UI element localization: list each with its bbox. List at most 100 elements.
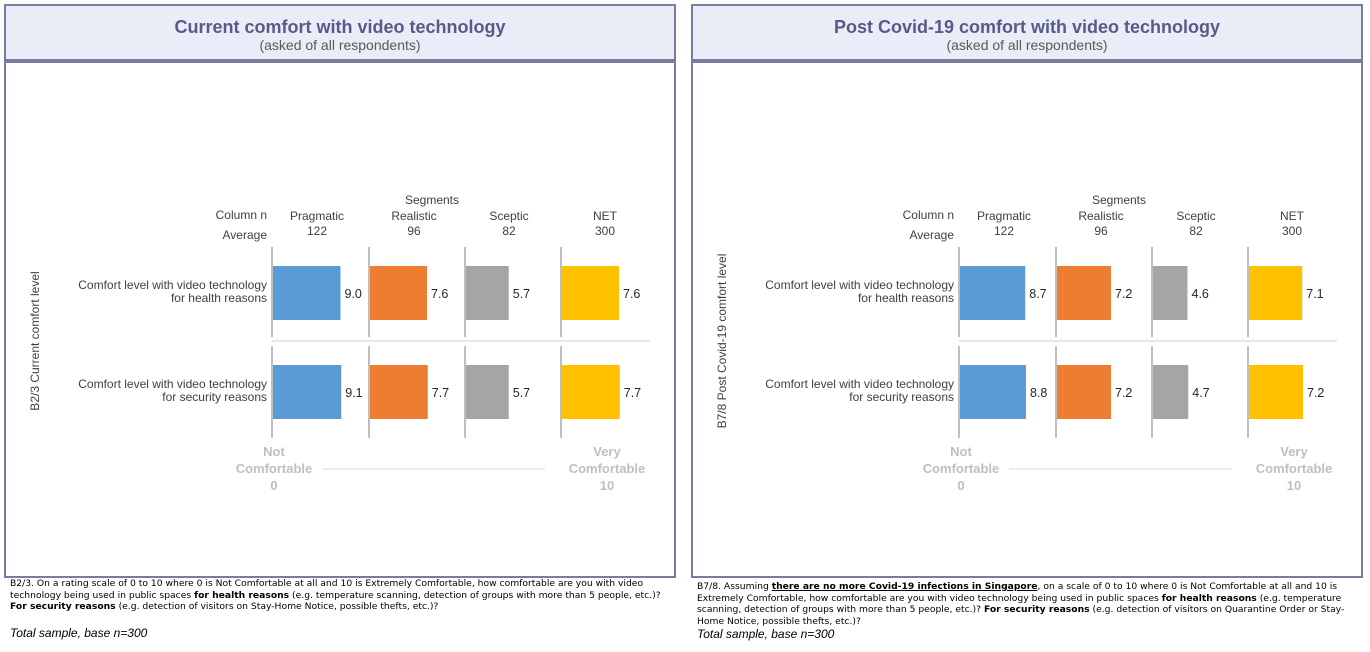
series-n: 300 xyxy=(1282,224,1302,238)
series-n: 96 xyxy=(1094,224,1108,238)
series-n: 96 xyxy=(407,224,421,238)
value-label: 7.6 xyxy=(431,287,448,301)
question-part: For security reasons xyxy=(983,604,1090,615)
value-label: 4.6 xyxy=(1192,287,1209,301)
scale-max-label: Very xyxy=(593,444,621,459)
value-label: 7.7 xyxy=(624,386,641,400)
question-part: On a rating scale of 0 to 10 where 0 is … xyxy=(10,578,644,601)
row-header-column-n: Column n xyxy=(216,208,267,222)
question-code: B2/3. xyxy=(10,578,35,589)
bar-sceptic xyxy=(1153,266,1188,320)
row-header-average: Average xyxy=(910,228,955,242)
value-label: 9.1 xyxy=(345,386,362,400)
bar-net xyxy=(562,266,619,320)
series-name: Realistic xyxy=(1078,209,1123,223)
bar-sceptic xyxy=(466,266,509,320)
question-text: B2/3. On a rating scale of 0 to 10 where… xyxy=(10,578,670,613)
panel-title: Post Covid-19 comfort with video technol… xyxy=(833,17,1221,37)
panel-subtitle: (asked of all respondents) xyxy=(259,37,421,53)
bar-pragmatic xyxy=(960,266,1026,320)
bar-pragmatic xyxy=(273,266,341,320)
value-label: 7.6 xyxy=(623,287,640,301)
question-text: B7/8. Assuming there are no more Covid-1… xyxy=(697,581,1357,627)
scale-min-label: 0 xyxy=(270,478,277,493)
series-n: 82 xyxy=(502,224,516,238)
bar-pragmatic xyxy=(273,365,342,419)
bar-pragmatic xyxy=(960,365,1026,419)
question-part: For security reasons xyxy=(10,601,116,612)
row-header-column-n: Column n xyxy=(903,208,954,222)
scale-max-label: Comfortable xyxy=(569,461,646,476)
panel-subtitle: (asked of all respondents) xyxy=(946,37,1108,53)
bar-sceptic xyxy=(466,365,509,419)
question-part: for health reasons xyxy=(1161,592,1257,604)
scale-min-label: Not xyxy=(263,444,285,459)
value-label: 7.2 xyxy=(1115,386,1132,400)
panel-title: Current comfort with video technology xyxy=(174,17,506,37)
category-label: Comfort level with video technology xyxy=(78,377,267,391)
scale-min-label: 0 xyxy=(957,478,964,493)
series-name: Pragmatic xyxy=(977,209,1031,223)
panel-post-covid: Post Covid-19 comfort with video technol… xyxy=(691,0,1363,652)
value-label: 9.0 xyxy=(345,287,362,301)
scale-max-label: 10 xyxy=(1287,478,1301,493)
bar-realistic xyxy=(1057,365,1111,419)
base-note: Total sample, base n=300 xyxy=(697,627,835,641)
value-label: 4.7 xyxy=(1192,386,1209,400)
question-part: Assuming xyxy=(721,581,772,592)
segments-header: Segments xyxy=(1092,193,1146,207)
value-label: 8.7 xyxy=(1029,287,1046,301)
value-label: 7.1 xyxy=(1306,287,1323,301)
bar-realistic xyxy=(1057,266,1111,320)
question-part: (e.g. detection of visitors on Stay-Home… xyxy=(115,601,439,612)
category-label: Comfort level with video technology xyxy=(765,278,954,292)
category-label: for health reasons xyxy=(858,291,954,305)
series-n: 82 xyxy=(1189,224,1203,238)
row-header-average: Average xyxy=(223,228,268,242)
panel-current: Current comfort with video technology (a… xyxy=(4,0,676,652)
series-name: Pragmatic xyxy=(290,209,344,223)
series-name: Sceptic xyxy=(1176,209,1215,223)
bar-realistic xyxy=(370,266,427,320)
question-part: for health reasons xyxy=(194,589,290,601)
y-axis-label: B2/3 Current comfort level xyxy=(28,271,42,410)
value-label: 7.2 xyxy=(1115,287,1132,301)
series-name: Realistic xyxy=(391,209,436,223)
bar-net xyxy=(1249,266,1303,320)
question-part: (e.g. detection of visitors on Quarantin… xyxy=(697,604,1345,627)
bar-net xyxy=(562,365,620,419)
series-n: 122 xyxy=(307,224,327,238)
category-label: Comfort level with video technology xyxy=(765,377,954,391)
panel-header: Current comfort with video technology (a… xyxy=(4,4,676,61)
scale-max-label: Comfortable xyxy=(1256,461,1333,476)
y-axis-label: B7/8 Post Covid-19 comfort level xyxy=(715,254,729,429)
scale-max-label: Very xyxy=(1280,444,1308,459)
bar-realistic xyxy=(370,365,428,419)
value-label: 7.7 xyxy=(432,386,449,400)
scale-max-label: 10 xyxy=(600,478,614,493)
panel-header: Post Covid-19 comfort with video technol… xyxy=(691,4,1363,61)
category-label: Comfort level with video technology xyxy=(78,278,267,292)
value-label: 5.7 xyxy=(513,287,530,301)
series-name: Sceptic xyxy=(489,209,528,223)
chart-post-covid: B7/8 Post Covid-19 comfort level Segments… xyxy=(715,193,1337,493)
question-code: B7/8. xyxy=(697,581,722,592)
series-name: NET xyxy=(1280,209,1305,223)
segments-header: Segments xyxy=(405,193,459,207)
scale-min-label: Not xyxy=(950,444,972,459)
series-n: 300 xyxy=(595,224,615,238)
question-part: (e.g. temperature scanning, detection of… xyxy=(697,592,1342,616)
question-part: (e.g. temperature scanning, detection of… xyxy=(289,589,661,601)
chart-current: B2/3 Current comfort level Segments Column… xyxy=(28,193,650,493)
question-part: , on a scale of 0 to 10 where 0 is Not C… xyxy=(697,581,1338,604)
scale-min-label: Comfortable xyxy=(236,461,313,476)
bar-net xyxy=(1249,365,1303,419)
base-note: Total sample, base n=300 xyxy=(10,626,148,640)
bar-sceptic xyxy=(1153,365,1189,419)
category-label: for security reasons xyxy=(849,390,954,404)
value-label: 5.7 xyxy=(513,386,530,400)
category-label: for health reasons xyxy=(171,291,267,305)
series-name: NET xyxy=(593,209,618,223)
series-n: 122 xyxy=(994,224,1014,238)
value-label: 7.2 xyxy=(1307,386,1324,400)
